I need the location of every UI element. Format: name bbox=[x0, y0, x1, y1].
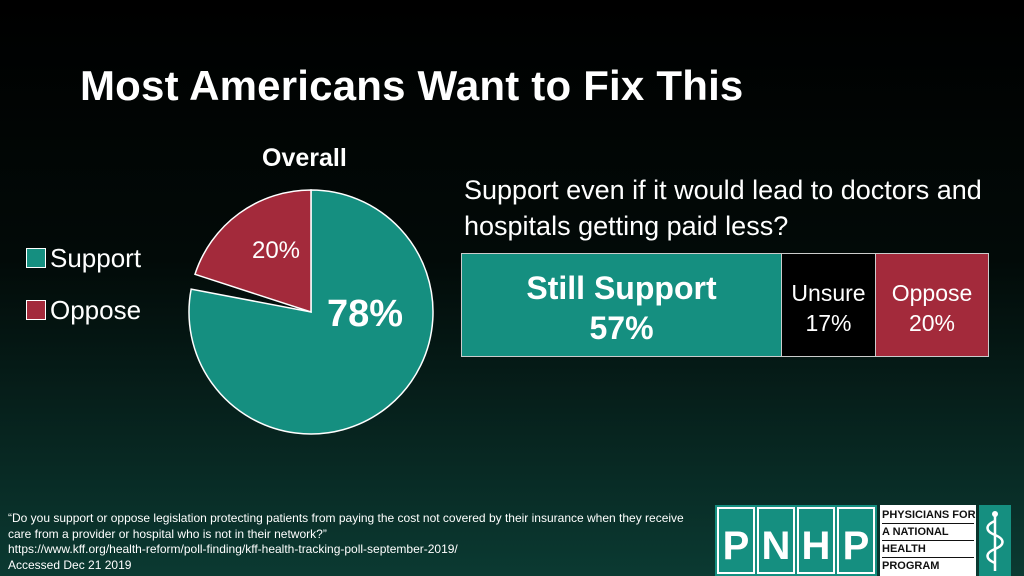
segment-label-unsure: Unsure bbox=[791, 280, 866, 306]
logo-text-line: A NATIONAL bbox=[882, 525, 974, 541]
footnote-url[interactable]: https://www.kff.org/health-reform/poll-f… bbox=[8, 542, 458, 556]
legend-label-oppose: Oppose bbox=[50, 294, 142, 325]
legend-swatch-support bbox=[26, 248, 46, 268]
pie-chart-title: Overall bbox=[262, 144, 347, 172]
logo-text-line: HEALTH bbox=[882, 542, 974, 558]
logo-text: PHYSICIANS FOR A NATIONAL HEALTH PROGRAM bbox=[880, 505, 976, 576]
pie-slice-oppose bbox=[194, 189, 312, 314]
segment-value-still-support: 57% bbox=[589, 310, 654, 346]
pie-legend: Support Oppose bbox=[26, 232, 141, 336]
legend-item-support: Support bbox=[26, 232, 141, 284]
footnote-quote: “Do you support or oppose legislation pr… bbox=[8, 511, 684, 541]
pie-label-oppose: 20% bbox=[252, 237, 300, 264]
logo-text-line: PHYSICIANS FOR bbox=[882, 508, 976, 524]
logo-text-line: PROGRAM bbox=[882, 559, 940, 572]
legend-label-support: Support bbox=[50, 242, 142, 273]
bar-chart-question: Support even if it would lead to doctors… bbox=[464, 175, 982, 241]
segment-value-unsure: 17% bbox=[805, 310, 852, 336]
bar-segment-still-support: Still Support 57% bbox=[462, 254, 782, 356]
footnote-accessed: Accessed Dec 21 2019 bbox=[8, 557, 132, 572]
segment-label-still-support: Still Support bbox=[526, 270, 717, 306]
legend-swatch-oppose bbox=[26, 300, 46, 320]
source-footnote: “Do you support or oppose legislation pr… bbox=[8, 511, 698, 573]
logo-letter: P bbox=[837, 507, 875, 574]
bar-segment-unsure: Unsure 17% bbox=[782, 254, 876, 356]
segment-label-oppose: Oppose bbox=[891, 280, 973, 306]
segment-value-oppose: 20% bbox=[908, 310, 956, 336]
bar-segment-oppose: Oppose 20% bbox=[876, 254, 988, 356]
logo-letter: N bbox=[757, 507, 795, 574]
caduceus-icon bbox=[979, 505, 1011, 576]
logo-letters: P N H P bbox=[715, 505, 877, 576]
pnhp-logo: P N H P PHYSICIANS FOR A NATIONAL HEALTH… bbox=[715, 505, 1011, 576]
legend-item-oppose: Oppose bbox=[26, 284, 141, 336]
logo-letter: P bbox=[717, 507, 755, 574]
logo-letter: H bbox=[797, 507, 835, 574]
pie-label-support: 78% bbox=[327, 293, 403, 335]
stacked-bar: Still Support 57% Unsure 17% Oppose 20% bbox=[461, 253, 989, 357]
slide-title: Most Americans Want to Fix This bbox=[80, 62, 744, 109]
